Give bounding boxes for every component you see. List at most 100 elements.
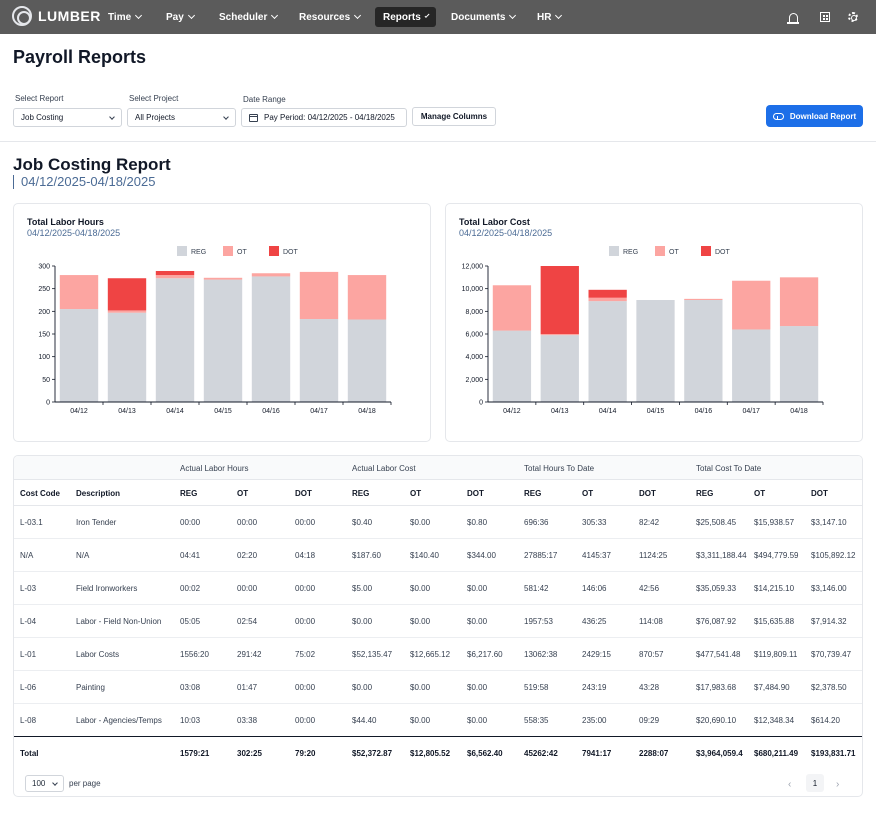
x-tick-label: 04/12 <box>503 408 521 415</box>
column-header[interactable]: OT <box>237 489 249 498</box>
brand-logo[interactable]: LUMBER <box>12 6 101 26</box>
column-header[interactable]: OT <box>754 489 766 498</box>
table-cell: $14,215.10 <box>754 584 795 593</box>
bar-reg <box>251 276 291 402</box>
x-tick-label: 04/17 <box>310 408 328 415</box>
manage-columns-button[interactable]: Manage Columns <box>412 107 496 126</box>
column-header[interactable]: Description <box>76 489 121 498</box>
table-row[interactable]: N/A N/A 04:41 02:20 04:18 $187.60 $140.40 $344.… <box>14 539 862 572</box>
table-cell: $15,635.88 <box>754 617 795 626</box>
y-tick-label: 200 <box>38 309 50 316</box>
table-cell: $0.00 <box>410 518 431 527</box>
column-header[interactable]: DOT <box>639 489 656 498</box>
nav-scheduler[interactable]: Scheduler <box>211 7 285 27</box>
table-cell: L-08 <box>20 716 37 725</box>
table-cell: 04:41 <box>180 551 201 560</box>
nav-pay[interactable]: Pay <box>158 7 202 27</box>
table-cell: $44.40 <box>352 716 377 725</box>
bar-reg <box>492 330 532 402</box>
select-project-label: Select Project <box>129 94 179 103</box>
table-cell: $52,135.47 <box>352 650 393 659</box>
labor-cost-chart-card: Total Labor Cost 04/12/2025-04/18/2025 R… <box>445 203 863 442</box>
total-cell: $12,805.52 <box>410 749 451 758</box>
labor-cost-chart: REG OT DOT 0 2,000 4,000 6,000 8,000 10,000 12,00… <box>462 246 824 415</box>
legend-swatch <box>223 246 233 256</box>
column-header[interactable]: REG <box>352 489 370 498</box>
report-date-range: 04/12/2025-04/18/2025 <box>13 175 155 189</box>
column-header[interactable]: REG <box>696 489 714 498</box>
table-cell: 2429:15 <box>582 650 611 659</box>
page-number[interactable]: 1 <box>806 774 824 792</box>
bar-reg <box>155 278 195 402</box>
column-header[interactable]: OT <box>410 489 422 498</box>
column-header[interactable]: Cost Code <box>20 489 60 498</box>
nav-reports[interactable]: Reports <box>375 7 436 27</box>
table-cell: $76,087.92 <box>696 617 737 626</box>
x-tick-label: 04/12 <box>70 408 88 415</box>
bell-icon[interactable] <box>786 10 800 24</box>
table-cell: Labor - Agencies/Temps <box>76 716 162 725</box>
bar-ot <box>155 275 195 279</box>
table-cell: 02:20 <box>237 551 258 560</box>
labor-hours-chart: REG OT DOT 0 50 100 150 200 250 300 04/12 04/13 04/1… <box>38 246 392 415</box>
table-cell: 114:08 <box>639 617 663 626</box>
table-cell: L-01 <box>20 650 37 659</box>
total-cell: $3,964,059.4 <box>696 749 743 758</box>
table-cell: $187.60 <box>352 551 381 560</box>
nav-hr[interactable]: HR <box>529 7 569 27</box>
column-header[interactable]: REG <box>180 489 198 498</box>
pagination: 100 per page ‹ 1 › <box>14 769 862 796</box>
bar-reg <box>299 319 339 402</box>
bar-reg <box>779 326 819 402</box>
table-cell: $614.20 <box>811 716 840 725</box>
date-range-picker[interactable]: Pay Period: 04/12/2025 - 04/18/2025 <box>241 108 407 127</box>
table-group-header: Actual Labor Hours Actual Labor Cost Total… <box>14 456 862 480</box>
table-cell: 42:56 <box>639 584 660 593</box>
x-tick-label: 04/14 <box>166 408 184 415</box>
column-header[interactable]: DOT <box>811 489 828 498</box>
select-project-dropdown[interactable]: All Projects <box>127 108 236 127</box>
table-row[interactable]: L-08 Labor - Agencies/Temps 10:03 03:38 00:0… <box>14 704 862 737</box>
nav-resources[interactable]: Resources <box>291 7 368 27</box>
page-size-select[interactable]: 100 <box>25 775 64 792</box>
nav-hr-label: HR <box>537 11 552 23</box>
column-header[interactable]: REG <box>524 489 542 498</box>
table-cell: $0.00 <box>410 716 431 725</box>
table-row[interactable]: L-06 Painting 03:08 01:47 00:00 $0.00 $0.00 $0.… <box>14 671 862 704</box>
chevron-right-icon[interactable]: › <box>836 779 840 790</box>
legend-swatch <box>609 246 619 256</box>
column-header[interactable]: DOT <box>467 489 484 498</box>
download-report-button[interactable]: Download Report <box>766 105 863 127</box>
calendar-icon <box>249 113 258 122</box>
table-cell: $15,938.57 <box>754 518 795 527</box>
y-tick-label: 0 <box>46 400 50 407</box>
building-icon[interactable] <box>818 10 832 24</box>
bar-dot <box>155 270 195 276</box>
select-report-dropdown[interactable]: Job Costing <box>13 108 122 127</box>
bar-ot <box>779 277 819 327</box>
gear-icon[interactable] <box>846 10 860 24</box>
chevron-left-icon[interactable]: ‹ <box>788 779 792 790</box>
legend-swatch <box>701 246 711 256</box>
table-cell: 02:54 <box>237 617 258 626</box>
table-cell: 00:00 <box>237 584 258 593</box>
table-row[interactable]: L-01 Labor Costs 1556:20 291:42 75:02 $52,135… <box>14 638 862 671</box>
date-range-value: Pay Period: 04/12/2025 - 04/18/2025 <box>264 113 395 122</box>
column-header[interactable]: OT <box>582 489 594 498</box>
legend-label: DOT <box>715 249 731 256</box>
table-cell: $494,779.59 <box>754 551 799 560</box>
column-header[interactable]: DOT <box>295 489 312 498</box>
y-tick-label: 250 <box>38 286 50 293</box>
cloud-download-icon <box>772 112 784 120</box>
nav-time[interactable]: Time <box>100 7 149 27</box>
table-cell: L-06 <box>20 683 37 692</box>
table-row[interactable]: L-04 Labor - Field Non-Union 05:05 02:54 00:… <box>14 605 862 638</box>
x-tick-label: 04/17 <box>742 408 760 415</box>
table-row[interactable]: L-03 Field Ironworkers 00:02 00:00 00:00 $5.0… <box>14 572 862 605</box>
chevron-down-icon <box>52 780 58 786</box>
nav-documents[interactable]: Documents <box>443 7 523 27</box>
bar-ot <box>107 310 147 313</box>
table-cell: $0.40 <box>352 518 373 527</box>
y-tick-label: 100 <box>38 354 50 361</box>
table-row[interactable]: L-03.1 Iron Tender 00:00 00:00 00:00 $0.40 $0.… <box>14 506 862 539</box>
